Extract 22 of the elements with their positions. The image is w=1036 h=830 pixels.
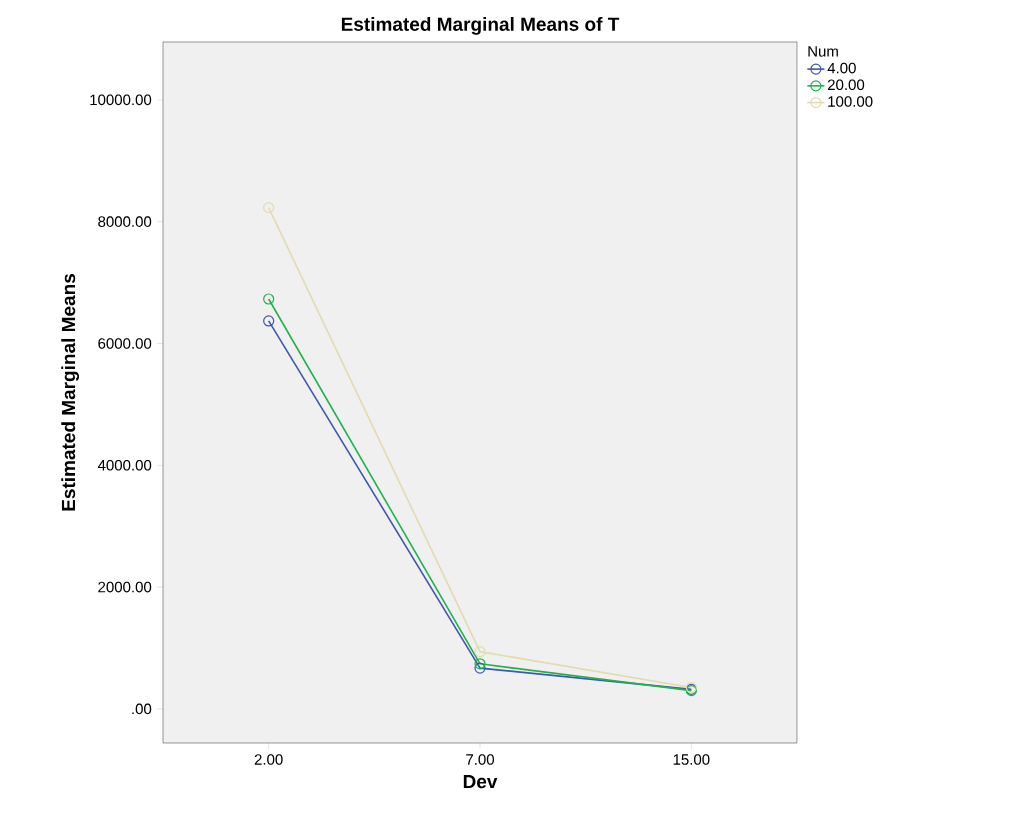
legend-label: 100.00 [828,96,873,107]
legend-label: 20.00 [827,79,865,91]
y-tick-label: 2000.00 [98,581,152,593]
point [474,646,486,658]
point [263,315,275,327]
y-tick-label: 10000.00 [90,94,152,106]
x-tick-label: 7.00 [466,754,494,765]
y-tick-label: 6000.00 [98,338,152,349]
y-tick-label: .00 [132,703,152,715]
x-tick-label: 15.00 [673,754,710,765]
point [474,658,486,670]
point [263,293,275,305]
y-tick-label: 8000.00 [98,216,152,227]
x-axis-title: Dev [463,775,498,789]
point [263,202,275,214]
y-tick-label: 4000.00 [97,459,152,471]
point [474,662,486,674]
chart-title: Estimated Marginal Means of T [341,16,620,35]
x-tick-label: 2.00 [254,754,283,765]
legend-title: Num [808,46,838,57]
legend-label: 4.00 [827,62,856,74]
y-axis-title: Estimated Marginal Means [61,273,80,511]
